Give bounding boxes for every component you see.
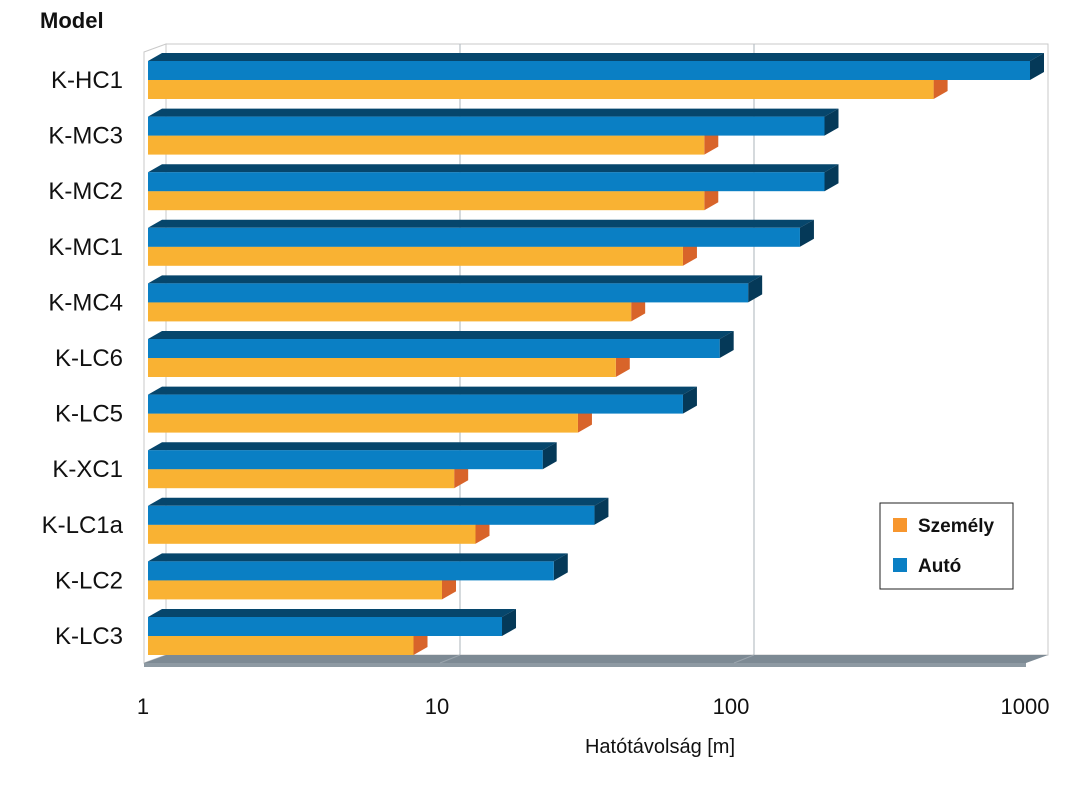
category-label: K-MC4 xyxy=(48,289,123,316)
bar-auto-k-mc4-top xyxy=(148,275,763,284)
bar-auto-k-lc6-face xyxy=(148,339,720,358)
bar-auto-k-xc1-top xyxy=(148,442,557,451)
category-label: K-MC1 xyxy=(48,234,123,261)
bars-layer xyxy=(148,53,1044,655)
bar-auto-k-mc2-side xyxy=(824,164,839,192)
category-label: K-LC1a xyxy=(42,512,124,539)
grid-line xyxy=(439,654,461,664)
bar-szemely-k-lc1a-face xyxy=(148,524,476,544)
bar-auto-k-lc6-top xyxy=(148,331,734,339)
bar-auto-k-mc3-top xyxy=(148,108,839,117)
grid-line xyxy=(733,654,755,664)
bar-auto-k-lc6-side xyxy=(719,331,734,358)
legend-swatch-szemely xyxy=(893,518,907,532)
category-label: K-LC2 xyxy=(55,567,123,594)
bar-auto-k-mc1-side xyxy=(799,219,814,247)
bar-auto-k-hc1-side xyxy=(1030,53,1044,80)
bar-szemely-k-lc6-face xyxy=(148,358,616,377)
bar-auto-k-lc3-face xyxy=(148,617,503,636)
bar-auto-k-xc1-face xyxy=(148,450,543,470)
bar-szemely-k-mc2-face xyxy=(148,191,705,211)
category-label: K-LC6 xyxy=(55,345,123,372)
bar-auto-k-hc1 xyxy=(148,53,1044,80)
category-label: K-HC1 xyxy=(51,67,123,94)
x-tick-label: 1000 xyxy=(1001,694,1050,719)
bar-auto-k-lc1a xyxy=(148,497,609,525)
category-label: K-LC5 xyxy=(55,401,123,428)
floor-front xyxy=(144,663,1026,667)
bar-auto-k-mc4-side xyxy=(748,275,763,303)
bar-szemely-k-lc2-face xyxy=(148,580,442,600)
bar-auto-k-lc6 xyxy=(148,331,734,358)
category-labels: K-HC1 K-MC3 K-MC2 K-MC1 K-MC4 K-LC6 K-LC5 K-XC1… xyxy=(42,67,124,650)
bar-auto-k-hc1-face xyxy=(148,61,1030,80)
x-tick-labels: 1 10 100 1000 xyxy=(137,694,1050,719)
bar-auto-k-mc3-side xyxy=(824,108,839,136)
bar-auto-k-mc3-face xyxy=(148,116,825,136)
x-tick-label: 10 xyxy=(425,694,449,719)
legend-swatch-auto xyxy=(893,558,907,572)
category-label: K-LC3 xyxy=(55,623,123,650)
bar-auto-k-lc3-top xyxy=(148,609,517,617)
x-axis-label: Hatótávolság [m] xyxy=(585,736,735,758)
bar-auto-k-mc1-top xyxy=(148,219,814,228)
floor xyxy=(144,655,1048,663)
bar-auto-k-lc1a-top xyxy=(148,497,609,506)
x-tick-label: 1 xyxy=(137,694,149,719)
bar-szemely-k-lc3-face xyxy=(148,636,414,655)
bar-szemely-k-mc3-face xyxy=(148,135,705,155)
bar-auto-k-mc4 xyxy=(148,275,763,303)
bar-auto-k-lc5-face xyxy=(148,394,683,414)
bar-auto-k-mc2-face xyxy=(148,172,825,192)
bar-auto-k-mc3 xyxy=(148,108,839,136)
bar-auto-k-lc1a-side xyxy=(594,497,609,525)
bar-auto-k-lc5-side xyxy=(682,386,697,414)
category-label: K-MC3 xyxy=(48,123,123,150)
chart-title: Model xyxy=(40,8,104,33)
bar-szemely-k-mc4-face xyxy=(148,302,632,322)
bar-szemely-k-mc1-face xyxy=(148,246,683,266)
bar-auto-k-hc1-top xyxy=(148,53,1044,61)
bar-auto-k-lc3-side xyxy=(502,609,517,636)
legend-label-auto: Autó xyxy=(918,556,961,577)
bar-szemely-k-lc5-face xyxy=(148,413,578,433)
bar-auto-k-xc1 xyxy=(148,442,557,470)
bar-auto-k-mc1-face xyxy=(148,227,800,247)
bar-auto-k-lc5 xyxy=(148,386,697,414)
bar-auto-k-lc2 xyxy=(148,553,568,581)
bar-auto-k-lc3 xyxy=(148,609,517,636)
bar-auto-k-mc2 xyxy=(148,164,839,192)
legend-label-szemely: Személy xyxy=(918,516,994,537)
bar-auto-k-lc2-top xyxy=(148,553,568,562)
x-tick-label: 100 xyxy=(713,694,750,719)
category-label: K-XC1 xyxy=(52,456,123,483)
bar-szemely-k-xc1-face xyxy=(148,469,455,489)
bar-auto-k-lc2-side xyxy=(553,553,568,581)
bar-auto-k-xc1-side xyxy=(542,442,557,470)
category-label: K-MC2 xyxy=(48,178,123,205)
legend-box xyxy=(879,502,1014,590)
bar-auto-k-lc5-top xyxy=(148,386,697,395)
bar-auto-k-lc1a-face xyxy=(148,505,595,525)
legend: Személy Autó xyxy=(879,502,1014,590)
bar-auto-k-mc1 xyxy=(148,219,814,247)
bar-szemely-k-hc1-face xyxy=(148,80,934,99)
bar-auto-k-mc4-face xyxy=(148,283,749,303)
bar-auto-k-mc2-top xyxy=(148,164,839,173)
bar-auto-k-lc2-face xyxy=(148,561,554,581)
